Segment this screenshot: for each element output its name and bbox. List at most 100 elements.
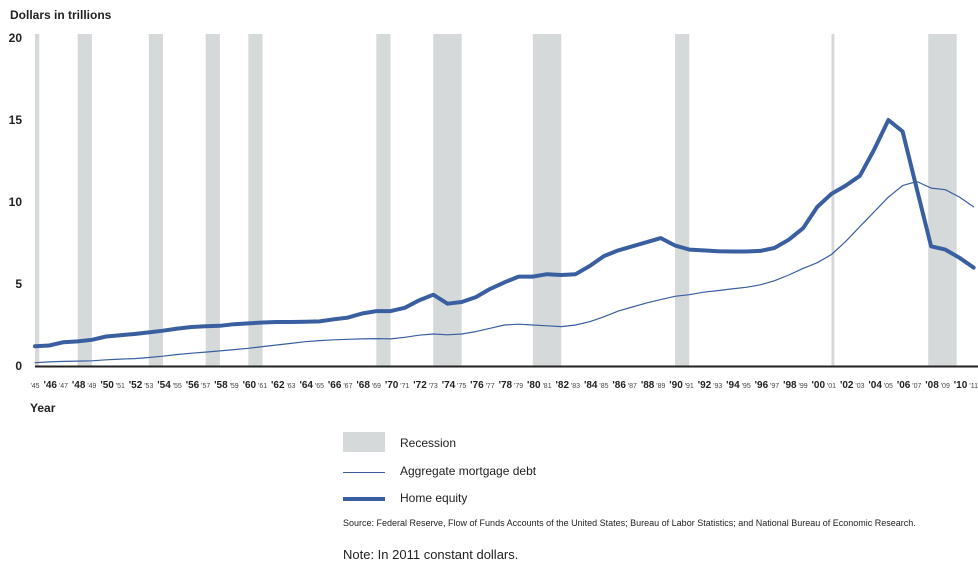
y-axis-title: Dollars in trillions [10,8,112,22]
x-tick-label: '57 [201,383,210,390]
x-tick-label: '72 [413,380,427,391]
x-tick-label: '11 [969,383,978,390]
recession-band [532,34,562,366]
x-tick-label: '61 [258,383,267,390]
x-tick-label: '69 [372,383,381,390]
x-tick-label: '68 [356,380,370,391]
x-tick-label: '54 [157,380,171,391]
x-tick-label: '84 [584,380,598,391]
x-tick-label: '77 [486,383,495,390]
x-tick-label: '52 [129,380,143,391]
x-tick-label: '51 [116,383,125,390]
x-tick-label: '00 [812,380,826,391]
legend: Recession Aggregate mortgage debt Home e… [343,432,943,510]
legend-label-equity: Home equity [400,491,468,505]
x-tick-label: '88 [641,380,655,391]
y-tick-label: 0 [15,359,22,373]
mortgage-line-swatch [343,472,385,473]
x-tick-label: '09 [941,383,950,390]
x-tick-label: '06 [897,380,911,391]
x-tick-label: '63 [286,383,295,390]
mortgage-debt-line [34,180,975,364]
x-tick-label: '76 [470,380,484,391]
recession-band [433,34,462,366]
x-tick-label: '45 [30,383,39,390]
x-tick-label: '86 [612,380,626,391]
y-tick-label: 10 [9,195,23,209]
legend-label-mortgage: Aggregate mortgage debt [400,464,537,478]
x-tick-label: '93 [713,383,722,390]
recession-band [35,34,40,366]
legend-label-recession: Recession [400,436,457,450]
x-tick-label: '66 [328,380,342,391]
x-tick-label: '50 [100,380,114,391]
x-tick-label: '74 [442,380,456,391]
x-tick-label: '02 [840,380,854,391]
x-tick-label: '55 [173,383,182,390]
y-tick-label: 15 [9,113,23,127]
x-tick-label: '89 [656,383,665,390]
recession-band [248,34,263,366]
x-tick-label: '75 [457,383,466,390]
recession-band [148,34,164,366]
x-tick-label: '92 [698,380,712,391]
x-tick-label: '95 [742,383,751,390]
x-tick-label: '62 [271,380,285,391]
x-tick-label: '99 [798,383,807,390]
recession-band [831,34,835,366]
x-tick-label: '07 [912,383,921,390]
recession-bands [35,34,957,366]
recession-band [928,34,957,366]
x-tick-label: '98 [783,380,797,391]
x-tick-label: '94 [726,380,740,391]
x-tick-label: '53 [144,383,153,390]
x-tick-label: '80 [527,380,541,391]
x-tick-label: '67 [343,383,352,390]
x-tick-label: '85 [599,383,608,390]
home-equity-line [33,118,976,349]
x-tick-label: '82 [556,380,570,391]
x-tick-label: '97 [770,383,779,390]
recession-band [205,34,220,366]
x-tick-label: '56 [186,380,200,391]
x-tick-label: '83 [571,383,580,390]
x-tick-label: '73 [429,383,438,390]
x-tick-label: '48 [72,380,86,391]
x-tick-label: '64 [299,380,313,391]
x-tick-label: '78 [499,380,513,391]
x-tick-label: '46 [43,380,57,391]
equity-line-swatch [343,497,385,501]
recession-band [675,34,690,366]
x-tick-label: '04 [868,380,882,391]
x-tick-label: '05 [884,383,893,390]
legend-item-mortgage: Aggregate mortgage debt [343,458,943,484]
x-tick-label: '10 [954,380,968,391]
x-tick-label: '58 [214,380,228,391]
y-tick-label: 5 [15,277,22,291]
x-tick-label: '59 [230,383,239,390]
x-tick-label: '01 [827,383,836,390]
recession-band [77,34,92,366]
x-tick-label: '90 [669,380,683,391]
series-lines [33,118,976,364]
footnote: Note: In 2011 constant dollars. [343,547,519,562]
x-tick-label: '65 [315,383,324,390]
x-axis-ticks: '45 '46'47 '48'49 '50'51 '52'53 '54'55 '56'57 '… [30,380,978,391]
x-tick-label: '47 [59,383,68,390]
source-note: Source: Federal Reserve, Flow of Funds A… [343,518,916,528]
x-tick-label: '79 [514,383,523,390]
recession-swatch [343,432,385,452]
x-tick-label: '96 [755,380,769,391]
legend-item-equity: Home equity [343,484,943,510]
y-axis-ticks: 0 5 10 15 20 [9,31,23,373]
x-tick-label: '81 [542,383,551,390]
x-tick-label: '60 [243,380,257,391]
x-tick-label: '03 [855,383,864,390]
x-tick-label: '91 [685,383,694,390]
x-tick-label: '70 [385,380,399,391]
x-tick-label: '49 [87,383,96,390]
legend-item-recession: Recession [343,432,943,458]
x-tick-label: '08 [925,380,939,391]
x-tick-label: '87 [628,383,637,390]
